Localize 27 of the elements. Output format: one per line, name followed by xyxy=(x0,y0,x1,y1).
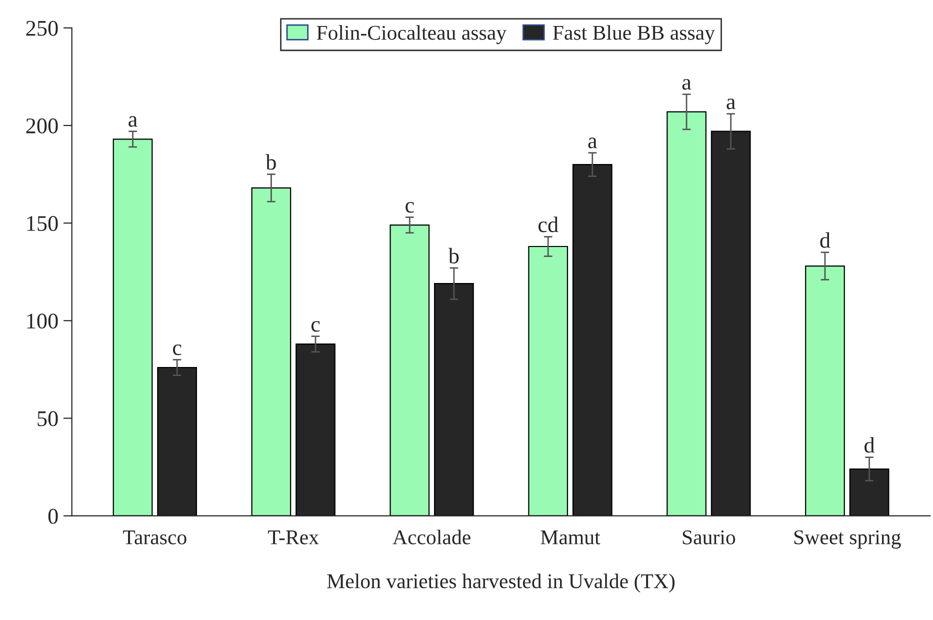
x-tick-label: T-Rex xyxy=(268,530,319,544)
annotation: a xyxy=(726,98,736,110)
y-tick-label: 250 xyxy=(26,20,58,36)
y-tick-label: 150 xyxy=(27,216,58,232)
annotation: a xyxy=(588,138,598,148)
annotation: d xyxy=(864,437,875,453)
legend-label: Fast Blue BB assay xyxy=(552,25,715,44)
x-tick-label: Tarasco xyxy=(123,530,186,544)
x-tick-label: Saurio xyxy=(682,530,736,544)
y-tick-label: 200 xyxy=(26,118,58,134)
y-tick-label: 50 xyxy=(38,411,58,426)
annotation: c xyxy=(311,321,320,332)
y-tick-label: 0 xyxy=(48,508,58,524)
annotation: d xyxy=(820,232,830,248)
annotation: b xyxy=(266,154,276,170)
annotation: a xyxy=(128,116,138,127)
legend-label: Folin-Ciocalteau assay xyxy=(316,25,506,44)
x-tick-label: Accolade xyxy=(392,530,470,544)
annotation: b xyxy=(448,248,459,264)
annotation: a xyxy=(682,79,692,90)
x-tick-label: Mamut xyxy=(540,530,600,544)
annotation: c xyxy=(406,202,414,213)
annotation: cd xyxy=(538,216,558,232)
annotation: c xyxy=(172,344,182,356)
x-axis-title: Melon varieties harvested in Uvalde (TX) xyxy=(327,574,675,593)
y-tick-label: 100 xyxy=(27,314,58,329)
x-tick-label: Sweet spring xyxy=(794,530,901,549)
